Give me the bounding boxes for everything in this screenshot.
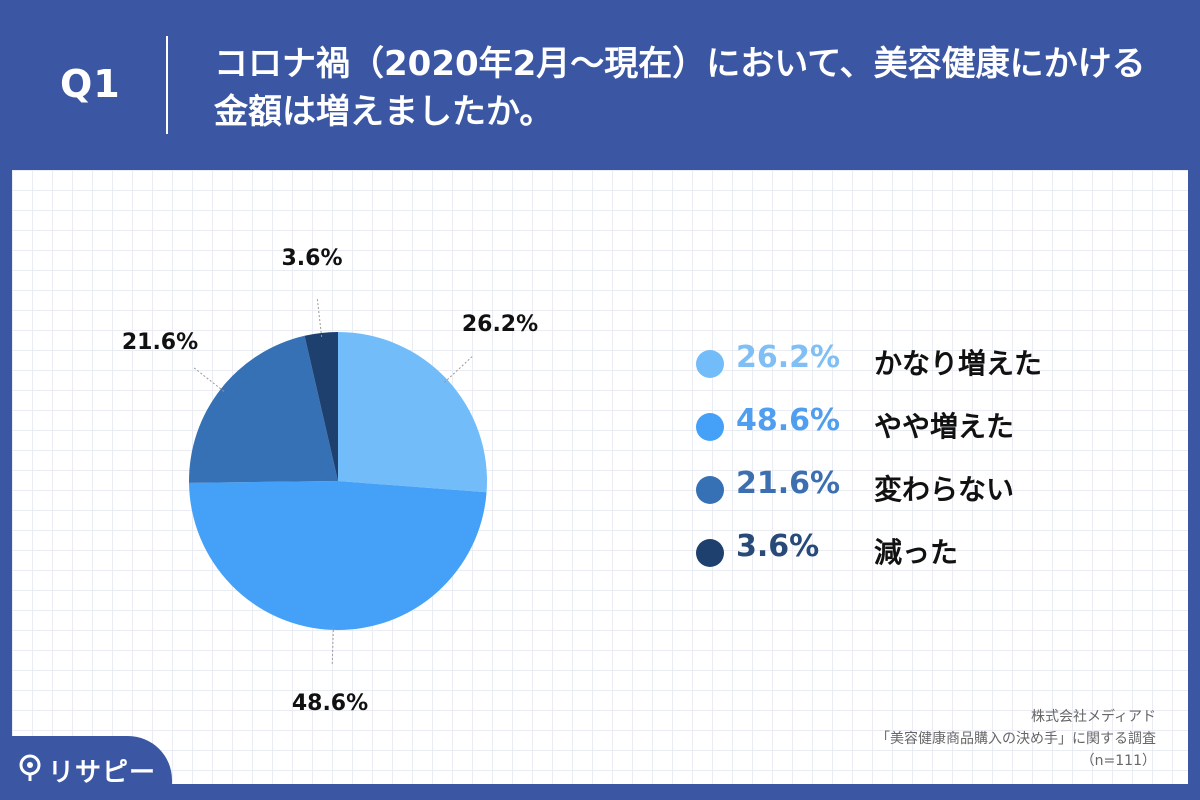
legend-item: 48.6% やや増えた — [694, 401, 1114, 464]
legend-item: 26.2% かなり増えた — [694, 338, 1114, 401]
legend-dot-icon — [696, 350, 724, 378]
legend-label: やや増えた — [874, 410, 1015, 443]
legend-item: 3.6% 減った — [694, 527, 1114, 590]
legend-label: 変わらない — [874, 473, 1015, 506]
leader-line — [193, 367, 225, 392]
brand-name: リサピー — [48, 758, 157, 788]
source-note: 株式会社メディアド 「美容健康商品購入の決め手」に関する調査 （n=111） — [876, 706, 1156, 772]
legend-dot-icon — [696, 539, 724, 567]
pie-slice — [189, 481, 487, 631]
pin-icon — [19, 754, 41, 781]
legend-value: 26.2% — [736, 340, 841, 375]
legend-value: 48.6% — [736, 403, 841, 438]
header-divider — [166, 36, 168, 134]
data-label: 26.2% — [462, 312, 538, 337]
legend-dot-icon — [696, 476, 724, 504]
data-label: 3.6% — [281, 246, 342, 271]
legend-item: 21.6% 変わらない — [694, 464, 1114, 527]
leader-line — [316, 299, 323, 337]
legend-label: 減った — [874, 536, 959, 569]
source-survey: 「美容健康商品購入の決め手」に関する調査 — [876, 731, 1156, 747]
pie-chart: 26.2% 48.6% 21.6% 3.6% — [122, 246, 538, 716]
legend-label: かなり増えた — [874, 347, 1043, 380]
header: Q1 コロナ禍（2020年2月〜現在）において、美容健康にかける金額は増えました… — [0, 0, 1200, 170]
pie-slice — [188, 335, 338, 483]
data-label: 21.6% — [122, 330, 198, 355]
question-title: コロナ禍（2020年2月〜現在）において、美容健康にかける金額は増えましたか。 — [214, 44, 1146, 132]
chart-panel: 26.2% 48.6% 21.6% 3.6% 26.2% かなり増えた 48.6% やや増え… — [12, 170, 1188, 784]
legend: 26.2% かなり増えた 48.6% やや増えた 21.6% 変わらない 3.6% 減った — [694, 338, 1114, 590]
legend-value: 21.6% — [736, 466, 841, 501]
leader-line — [443, 356, 473, 383]
legend-dot-icon — [696, 413, 724, 441]
pie-slice — [338, 332, 487, 493]
pie-slice — [304, 332, 338, 481]
data-label: 48.6% — [292, 691, 368, 716]
leader-line — [331, 625, 334, 664]
source-sample: （n=111） — [1080, 753, 1156, 769]
brand-logo: リサピー — [0, 736, 172, 800]
question-label: Q1 — [60, 62, 121, 106]
source-company: 株式会社メディアド — [1030, 709, 1156, 725]
legend-value: 3.6% — [736, 529, 820, 564]
